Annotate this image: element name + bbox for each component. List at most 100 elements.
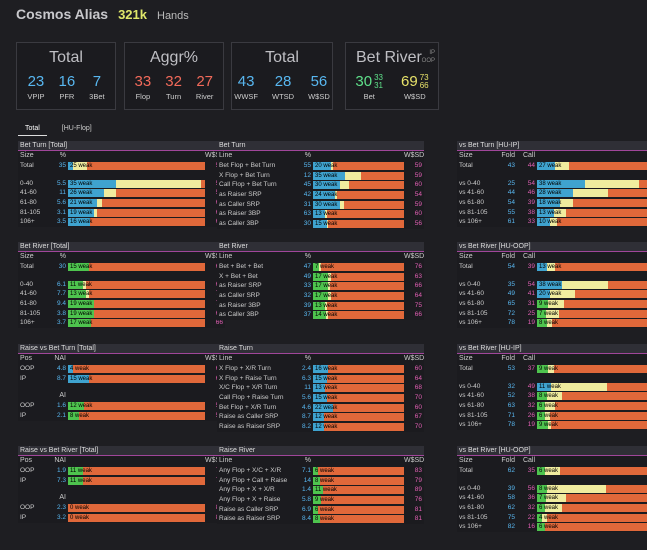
table-row[interactable]: as Raiser SRP 42 24 weak 54	[217, 190, 424, 200]
tab-hu-flop[interactable]: [HU-Flop]	[61, 125, 92, 132]
table-row[interactable]: X/C Flop + X/R Turn 11 13 weak 68	[217, 383, 424, 393]
table-row[interactable]: vs 106+ 78 19 8 weak	[457, 318, 647, 328]
table-row[interactable]: as Raiser SRP 33 17 weak 66	[217, 281, 424, 291]
weak-green-segment	[537, 319, 548, 328]
weak-blue-segment	[68, 162, 74, 170]
stat-value: 23	[27, 73, 45, 91]
table-row[interactable]: vs 61-80 62 32 6 weak	[457, 503, 647, 513]
table-row[interactable]: Any Flop + X/C + X/R 7.1 6 weak 83	[217, 466, 424, 476]
table-row[interactable]: Bet Flop + X/R Turn 4.6 22 weak 60	[217, 403, 424, 413]
table-row[interactable]: vs 81-105 71 26 6 weak	[457, 411, 647, 421]
row-call: 39	[527, 199, 535, 207]
table-row[interactable]: Total 43 44 27 weak	[457, 161, 647, 171]
table-row[interactable]: vs 41-60 58 36 7 weak	[457, 493, 647, 503]
table-row[interactable]: X Flop + Bet Turn 12 35 weak 59	[217, 171, 424, 181]
table-row[interactable]: Raise as Raiser SRP 8.2 12 weak 70	[217, 422, 424, 432]
stat-value: 30 33 31	[355, 73, 383, 91]
table-row[interactable]: vs 0-40 39 56 8 weak	[457, 484, 647, 494]
range-bar: 30 weak	[313, 200, 404, 209]
table-row[interactable]: Raise as Caller SRP 6.9 6 weak 81	[217, 505, 424, 515]
table-row[interactable]: IP7.311 weak78	[18, 476, 225, 486]
table-row[interactable]: as Caller SRP 31 30 weak 59	[217, 200, 424, 210]
table-row[interactable]: Raise as Raiser SRP 8.4 8 weak 81	[217, 514, 424, 524]
table-row[interactable]: X + Bet + Bet 49 17 weak 63	[217, 272, 424, 282]
table-row[interactable]: vs 0-40 25 54 38 weak	[457, 179, 647, 189]
row-pct: 54	[507, 199, 515, 207]
table-row[interactable]: vs 41-60 49 41 20 weak	[457, 289, 647, 299]
weak-blue-segment	[313, 210, 325, 219]
row-label: Total	[459, 263, 473, 270]
stats-panel: Bet Turn Line% W$SD Bet Flop + Bet Turn 55 20…	[217, 141, 424, 229]
table-row[interactable]: as Caller 3BP 30 15 weak 56	[217, 219, 424, 229]
table-row[interactable]: vs 61-80 65 31 9 weak	[457, 299, 647, 309]
panel-header: Size Fold Call	[457, 151, 647, 161]
table-row[interactable]: 61-809.419 weak73	[18, 299, 225, 309]
stat-label: Bet	[363, 92, 375, 101]
range-bar: 19 weak	[68, 309, 205, 318]
table-row[interactable]: Bet + Bet + Bet 47 7 weak 76	[217, 262, 424, 272]
mid-yellow-segment	[547, 484, 606, 493]
table-row[interactable]: Bet Flop + Bet Turn 55 20 weak 59	[217, 161, 424, 171]
table-row[interactable]: vs 81-105 72 25 7 weak	[457, 309, 647, 319]
table-row[interactable]: vs 0-40 35 54 38 weak	[457, 280, 647, 290]
panel-header: Pos NAI W$SD	[18, 456, 225, 466]
table-row[interactable]: Any Flop + Call + Raise 14 8 weak 79	[217, 476, 424, 486]
table-row[interactable]: vs 41-60 44 46 28 weak	[457, 188, 647, 198]
table-row[interactable]: vs 106+ 78 19 9 weak	[457, 420, 647, 430]
table-row[interactable]: X Flop + Raise Turn 6.3 15 weak 64	[217, 374, 424, 384]
table-row[interactable]: vs 41-60 52 38 8 weak	[457, 391, 647, 401]
table-row[interactable]: vs 61-80 54 39 18 weak	[457, 198, 647, 208]
row-pct: 32	[303, 292, 311, 300]
table-row[interactable]: as Caller 3BP 37 14 weak 66	[217, 310, 424, 320]
table-row[interactable]: Raise as Caller SRP 8.7 12 weak 67	[217, 412, 424, 422]
table-row[interactable]: as Caller SRP 32 17 weak 64	[217, 291, 424, 301]
row-pct: 8.7	[301, 413, 311, 421]
table-row[interactable]: as Raiser 3BP 63 13 weak 60	[217, 209, 424, 219]
range-bar: 0 weak	[68, 504, 205, 513]
table-row[interactable]: vs 0-40 32 49 11 weak	[457, 382, 647, 392]
table-row[interactable]: 0-405.535 weak58	[18, 179, 225, 189]
table-row[interactable]: Call Flop + Bet Turn 45 30 weak 60	[217, 180, 424, 190]
range-bar: 22 weak	[313, 403, 404, 412]
table-row[interactable]: Total 53 37 9 weak	[457, 364, 647, 374]
row-label: Total	[20, 162, 34, 169]
table-row[interactable]: 41-607.713 weak71	[18, 289, 225, 299]
table-row[interactable]: vs 81-105 75 22 4 weak	[457, 513, 647, 523]
tab-total[interactable]: Total	[18, 124, 47, 136]
table-row[interactable]: vs 106+ 61 33 10 weak	[457, 217, 647, 227]
table-row[interactable]: Total 62 35 6 weak	[457, 466, 647, 476]
table-row[interactable]: Total 54 39 13 weak	[457, 262, 647, 272]
panel-header: Size% W$SD	[18, 151, 225, 161]
table-row[interactable]: vs 61-80 63 32 6 weak	[457, 401, 647, 411]
table-row[interactable]: as Raiser 3BP 39 13 weak 75	[217, 301, 424, 311]
panel-title: Raise vs Bet Turn [Total]	[18, 344, 225, 354]
table-row[interactable]: Any Flop + X + X/R 1.4 11 weak 89	[217, 485, 424, 495]
weak-blue-segment	[68, 199, 97, 208]
row-call: 38	[527, 208, 535, 216]
table-row[interactable]: Any Flop + X + Raise 5.8 9 weak 76	[217, 495, 424, 505]
table-row[interactable]: IP3.20 weak82	[18, 513, 225, 523]
table-row[interactable]: 106+ 3.7 17 weak 66	[18, 318, 225, 328]
row-label: as Caller SRP	[219, 292, 260, 300]
table-row[interactable]: vs 81-105 55 38 13 weak	[457, 208, 647, 218]
table-row[interactable]: Call Flop + Raise Turn 5.6 15 weak 70	[217, 393, 424, 403]
bar-label: 6 weak	[315, 506, 335, 513]
table-row[interactable]: X Flop + X/R Turn 2.4 16 weak 60	[217, 364, 424, 374]
row-pct: 32	[507, 382, 515, 390]
range-bar: 12 weak	[313, 413, 404, 422]
table-row[interactable]: vs 106+ 82 16 6 weak	[457, 522, 647, 532]
